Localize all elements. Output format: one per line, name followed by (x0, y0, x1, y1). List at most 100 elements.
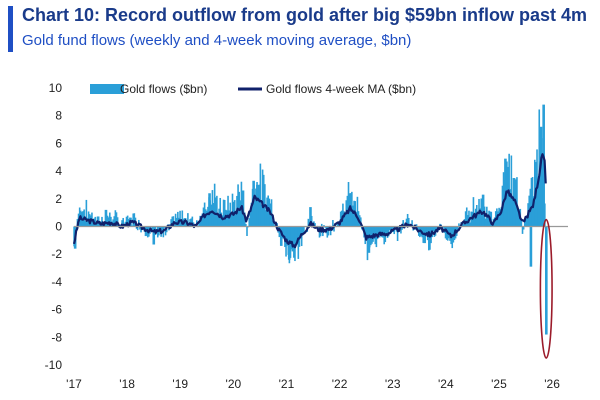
x-tick-label: '22 (332, 377, 348, 391)
bars-layer (73, 104, 548, 335)
legend-label-line: Gold flows 4-week MA ($bn) (266, 82, 416, 96)
x-tick-label: '17 (66, 377, 82, 391)
bar (113, 216, 116, 227)
bar (375, 226, 378, 248)
bar (407, 217, 410, 227)
y-tick-label: 4 (55, 164, 62, 178)
bar (114, 210, 117, 227)
bar (230, 213, 233, 227)
bar-spike (512, 178, 516, 227)
bar (135, 226, 138, 229)
bar (161, 226, 164, 232)
bar (206, 210, 208, 227)
annotation-layer (539, 218, 553, 359)
legend-label-bars: Gold flows ($bn) (120, 82, 207, 96)
bar (516, 177, 518, 227)
bar (115, 212, 118, 227)
bar (173, 224, 176, 227)
bar (222, 199, 225, 227)
bar (442, 226, 445, 228)
x-tick-label: '20 (226, 377, 242, 391)
bar (473, 216, 476, 227)
x-tick-label: '26 (544, 377, 560, 391)
bar (110, 216, 112, 227)
bar (448, 226, 450, 239)
bar (323, 225, 325, 227)
bar (356, 196, 359, 227)
outflow-annotation-ellipse (539, 218, 553, 359)
bar (396, 226, 399, 241)
bar (174, 213, 177, 227)
bar (472, 197, 475, 227)
bar (419, 226, 421, 238)
bar (217, 215, 219, 227)
bar (249, 212, 252, 227)
bar (226, 210, 228, 227)
axes-layer: 10 8 6 4 2 0 -2 -4 -6 -8 -10'17 '18 '19 '20 '21 '22 '23 '… (45, 81, 568, 391)
bar (190, 218, 193, 227)
bar (500, 207, 503, 227)
bar (352, 205, 354, 227)
bar (239, 200, 242, 227)
bar-spike (256, 184, 259, 227)
bar-spike (152, 226, 156, 245)
bar (260, 204, 263, 227)
title-accent-bar (8, 6, 13, 52)
x-tick-label: '19 (172, 377, 188, 391)
bar (294, 226, 296, 262)
ma-line-layer (72, 153, 547, 249)
bar (458, 223, 460, 227)
bar (457, 226, 459, 230)
bar (281, 226, 284, 239)
bar (326, 226, 329, 238)
bar (198, 220, 200, 227)
y-tick-label: 2 (55, 192, 62, 206)
bar (537, 179, 539, 227)
bar (532, 196, 535, 227)
bar (531, 177, 534, 227)
chart-title: Chart 10: Record outflow from gold after… (22, 5, 588, 25)
bar (327, 226, 330, 236)
bar (179, 210, 181, 227)
bar (339, 211, 342, 227)
bar (479, 208, 481, 227)
y-tick-label: 10 (49, 81, 63, 95)
bar (283, 226, 285, 239)
bar (108, 212, 111, 227)
bar (223, 199, 226, 227)
x-tick-label: '23 (385, 377, 401, 391)
bar (530, 177, 533, 227)
bar (522, 226, 525, 230)
bar (465, 207, 468, 227)
bar (211, 190, 214, 227)
bar (444, 226, 447, 239)
bar-spike (545, 226, 548, 335)
bar (299, 226, 302, 237)
bar (171, 216, 174, 227)
bar (469, 222, 471, 227)
bar (86, 217, 89, 227)
bar (432, 226, 435, 232)
bar (219, 197, 222, 227)
bar (187, 213, 189, 227)
bar (380, 226, 382, 234)
bar (376, 226, 379, 240)
bar (85, 199, 88, 227)
bar (406, 213, 409, 227)
bar (425, 226, 428, 236)
bar (84, 221, 87, 227)
y-tick-label: 0 (55, 220, 62, 234)
bar (405, 218, 408, 227)
bar (400, 226, 402, 234)
bar (274, 225, 276, 227)
bar (286, 226, 288, 246)
bar-spike (542, 104, 545, 227)
bar (355, 211, 358, 227)
bar (271, 220, 274, 227)
bar (402, 220, 404, 227)
bar-spike (539, 126, 543, 227)
bar (320, 223, 323, 227)
bar (526, 217, 528, 227)
bar (511, 195, 514, 227)
